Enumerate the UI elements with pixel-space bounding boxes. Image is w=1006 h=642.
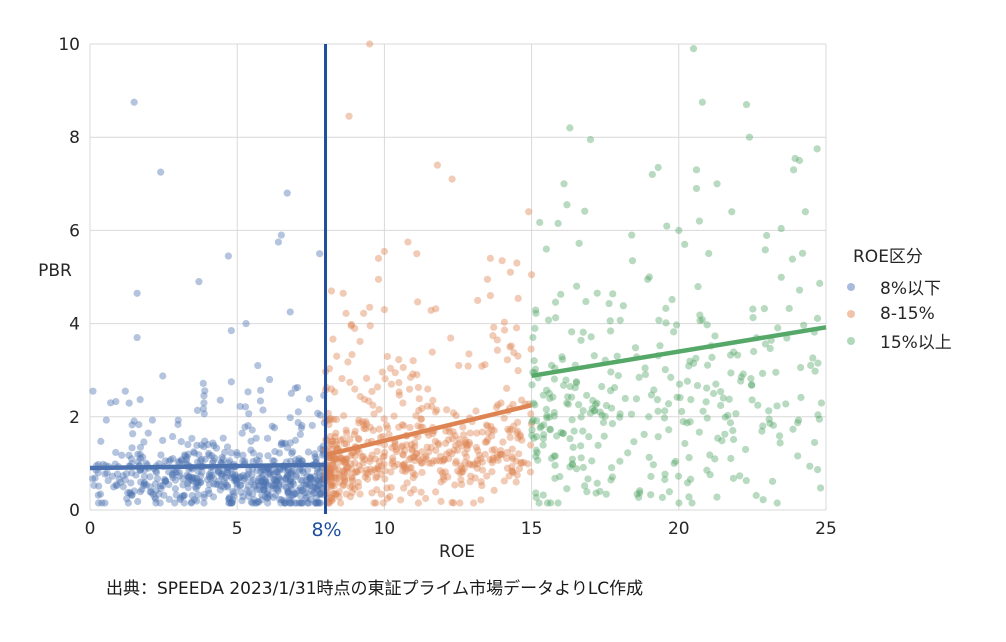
legend: ROE区分 8%以下 8-15% 15%以上 xyxy=(847,242,952,354)
svg-text:10: 10 xyxy=(58,35,80,55)
x-axis-ticks: 0 5 10 15 20 25 xyxy=(85,519,837,539)
svg-text:0: 0 xyxy=(85,519,96,539)
legend-label: 15%以上 xyxy=(880,333,952,353)
svg-text:25: 25 xyxy=(815,519,837,539)
legend-marker-blue-icon xyxy=(847,282,855,291)
legend-marker-green-icon xyxy=(847,336,855,345)
svg-text:10: 10 xyxy=(374,519,396,539)
legend-item-high: 15%以上 xyxy=(847,327,952,354)
y-axis-ticks: 0 2 4 6 8 10 xyxy=(58,35,80,521)
svg-text:2: 2 xyxy=(69,408,80,428)
svg-text:4: 4 xyxy=(69,315,80,335)
legend-item-low: 8%以下 xyxy=(847,273,952,300)
svg-text:8: 8 xyxy=(69,128,80,148)
source-note: 出典：SPEEDA 2023/1/31時点の東証プライム市場データよりLC作成 xyxy=(106,579,644,599)
gridlines xyxy=(89,43,827,511)
svg-text:0: 0 xyxy=(69,501,80,521)
svg-text:15: 15 xyxy=(521,519,543,539)
legend-marker-orange-icon xyxy=(847,309,855,318)
y-axis-title: PBR xyxy=(38,261,72,281)
legend-label: 8%以下 xyxy=(880,279,941,299)
svg-text:8%: 8% xyxy=(311,519,341,541)
svg-text:6: 6 xyxy=(69,221,80,241)
trend-lines xyxy=(89,325,827,471)
legend-label: 8-15% xyxy=(880,303,935,324)
legend-title: ROE区分 xyxy=(853,247,923,267)
legend-item-mid: 8-15% xyxy=(847,300,952,327)
svg-text:5: 5 xyxy=(232,519,243,539)
data-points xyxy=(89,40,826,507)
svg-text:20: 20 xyxy=(668,519,690,539)
x-axis-title: ROE xyxy=(439,542,475,562)
threshold-line-8pct: 8% xyxy=(311,44,342,541)
